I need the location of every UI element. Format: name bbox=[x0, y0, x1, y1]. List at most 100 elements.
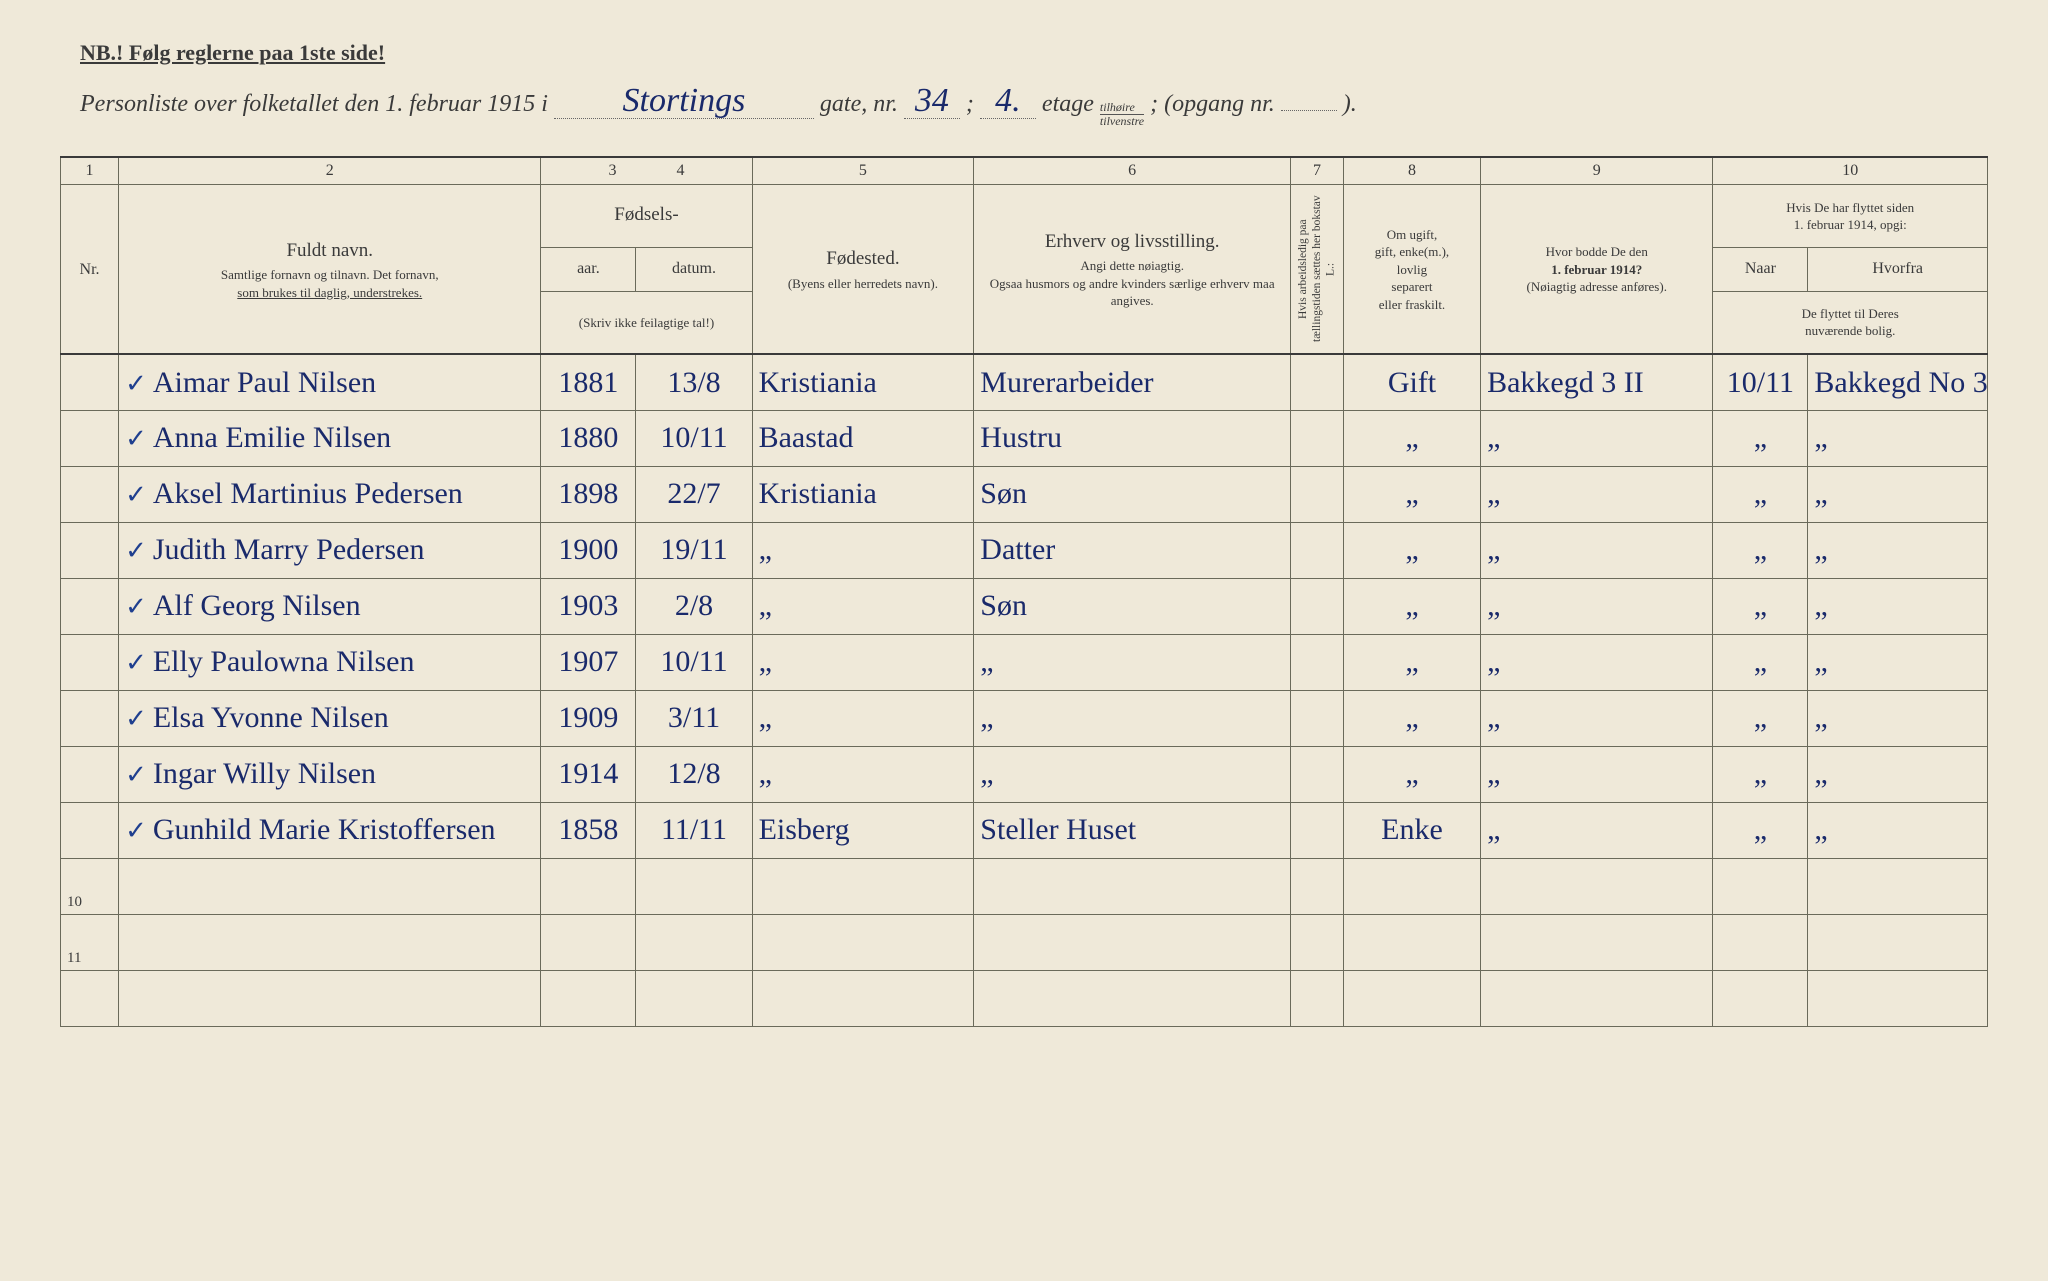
cell-hvorfra: „ bbox=[1808, 802, 1988, 858]
fodested-title: Fødested. bbox=[759, 246, 968, 272]
cell-datum: 12/8 bbox=[636, 746, 752, 802]
cell-erhverv bbox=[974, 858, 1291, 914]
c8l1: Om ugift, bbox=[1350, 226, 1474, 244]
table-row: Alf Georg Nilsen19032/8„Søn„„„„ bbox=[61, 578, 1988, 634]
cell-datum: 19/11 bbox=[636, 522, 752, 578]
col-10-top: Hvis De har flyttet siden 1. februar 191… bbox=[1713, 185, 1988, 248]
cell-l bbox=[1291, 970, 1344, 1026]
cell-aar: 1881 bbox=[541, 354, 636, 410]
table-row: Anna Emilie Nilsen188010/11BaastadHustru… bbox=[61, 410, 1988, 466]
cell-nr bbox=[61, 410, 119, 466]
cell-name: Alf Georg Nilsen bbox=[119, 578, 541, 634]
name-sub2: som brukes til daglig, understrekes. bbox=[125, 284, 534, 302]
col-hvorfra: Hvorfra bbox=[1808, 248, 1988, 291]
cell-sted: „ bbox=[752, 634, 974, 690]
cell-sivil: „ bbox=[1343, 410, 1480, 466]
cell-sted: „ bbox=[752, 690, 974, 746]
cell-hvorfra: Bakkegd No 3. II bbox=[1808, 354, 1988, 410]
gate-label: gate, nr. bbox=[820, 91, 898, 118]
cell-erhverv: „ bbox=[974, 634, 1291, 690]
c8l5: eller fraskilt. bbox=[1350, 296, 1474, 314]
cell-name bbox=[119, 970, 541, 1026]
cell-naar: 10/11 bbox=[1713, 354, 1808, 410]
fodsels-sub: (Skriv ikke feilagtige tal!) bbox=[547, 314, 745, 332]
cell-sivil bbox=[1343, 970, 1480, 1026]
cell-name: Elsa Yvonne Nilsen bbox=[119, 690, 541, 746]
fodsels-title: Fødsels- bbox=[547, 202, 745, 228]
census-table: 1 2 3 4 5 6 7 8 9 10 Nr. Fuldt navn. Sam… bbox=[60, 156, 1988, 1027]
colnum-6: 6 bbox=[974, 157, 1291, 185]
cell-name: Gunhild Marie Kristoffersen bbox=[119, 802, 541, 858]
semicolon: ; bbox=[966, 91, 974, 118]
cell-addr: „ bbox=[1481, 634, 1713, 690]
table-row: Elsa Yvonne Nilsen19093/11„„„„„„ bbox=[61, 690, 1988, 746]
cell-l bbox=[1291, 690, 1344, 746]
opgang-nr-fill bbox=[1281, 110, 1337, 111]
cell-hvorfra: „ bbox=[1808, 410, 1988, 466]
c10t1: Hvis De har flyttet siden bbox=[1719, 199, 1981, 217]
cell-aar: 1900 bbox=[541, 522, 636, 578]
erhverv-sub1: Angi dette nøiagtig. bbox=[980, 257, 1284, 275]
cell-datum: 22/7 bbox=[636, 466, 752, 522]
cell-addr: „ bbox=[1481, 690, 1713, 746]
cell-aar bbox=[541, 970, 636, 1026]
cell-name bbox=[119, 858, 541, 914]
cell-name: Ingar Willy Nilsen bbox=[119, 746, 541, 802]
cell-naar bbox=[1713, 858, 1808, 914]
cell-erhverv: „ bbox=[974, 690, 1291, 746]
cell-aar: 1914 bbox=[541, 746, 636, 802]
etage-label: etage bbox=[1042, 91, 1094, 118]
colnum-8: 8 bbox=[1343, 157, 1480, 185]
census-form-page: NB.! Følg reglerne paa 1ste side! Person… bbox=[0, 0, 2048, 1281]
cell-addr bbox=[1481, 914, 1713, 970]
cell-l bbox=[1291, 858, 1344, 914]
cell-aar: 1880 bbox=[541, 410, 636, 466]
col-7: Hvis arbeidsledig paa tællingstiden sætt… bbox=[1291, 185, 1344, 355]
cell-nr bbox=[61, 634, 119, 690]
col-fodested: Fødested. (Byens eller herredets navn). bbox=[752, 185, 974, 355]
cell-aar: 1903 bbox=[541, 578, 636, 634]
cell-sivil bbox=[1343, 914, 1480, 970]
header-row-1: Nr. Fuldt navn. Samtlige fornavn og tiln… bbox=[61, 185, 1988, 248]
cell-datum: 10/11 bbox=[636, 634, 752, 690]
cell-addr: „ bbox=[1481, 578, 1713, 634]
colnum-34: 3 4 bbox=[541, 157, 752, 185]
cell-name: Elly Paulowna Nilsen bbox=[119, 634, 541, 690]
stack-bot: tilvenstre bbox=[1100, 115, 1144, 128]
opgang-label: ; (opgang nr. bbox=[1150, 91, 1275, 118]
col-10-bot: De flyttet til Deres nuværende bolig. bbox=[1713, 291, 1988, 354]
cell-sted: Eisberg bbox=[752, 802, 974, 858]
street-fill: Stortings bbox=[554, 84, 814, 119]
cell-sted: Baastad bbox=[752, 410, 974, 466]
name-title: Fuldt navn. bbox=[125, 238, 534, 264]
col-datum: datum. bbox=[636, 248, 752, 291]
cell-sivil: „ bbox=[1343, 634, 1480, 690]
cell-sivil: Enke bbox=[1343, 802, 1480, 858]
c9l3: (Nøiagtig adresse anføres). bbox=[1487, 278, 1706, 296]
column-number-row: 1 2 3 4 5 6 7 8 9 10 bbox=[61, 157, 1988, 185]
stack-top: tilhøire bbox=[1100, 101, 1144, 115]
cell-erhverv: Søn bbox=[974, 466, 1291, 522]
cell-nr: 10 bbox=[61, 858, 119, 914]
cell-datum bbox=[636, 914, 752, 970]
cell-erhverv: „ bbox=[974, 746, 1291, 802]
colnum-1: 1 bbox=[61, 157, 119, 185]
cell-naar: „ bbox=[1713, 802, 1808, 858]
cell-sivil: „ bbox=[1343, 746, 1480, 802]
cell-hvorfra: „ bbox=[1808, 746, 1988, 802]
form-header: Personliste over folketallet den 1. febr… bbox=[80, 84, 1988, 128]
etage-nr-fill: 4. bbox=[980, 84, 1036, 119]
cell-erhverv bbox=[974, 970, 1291, 1026]
table-row: Elly Paulowna Nilsen190710/11„„„„„„ bbox=[61, 634, 1988, 690]
cell-name: Aimar Paul Nilsen bbox=[119, 354, 541, 410]
cell-naar: „ bbox=[1713, 690, 1808, 746]
table-row: Judith Marry Pedersen190019/11„Datter„„„… bbox=[61, 522, 1988, 578]
cell-l bbox=[1291, 466, 1344, 522]
cell-erhverv: Murerarbeider bbox=[974, 354, 1291, 410]
cell-nr bbox=[61, 690, 119, 746]
cell-hvorfra bbox=[1808, 858, 1988, 914]
cell-addr: „ bbox=[1481, 410, 1713, 466]
table-row: Ingar Willy Nilsen191412/8„„„„„„ bbox=[61, 746, 1988, 802]
cell-datum: 13/8 bbox=[636, 354, 752, 410]
cell-name: Anna Emilie Nilsen bbox=[119, 410, 541, 466]
